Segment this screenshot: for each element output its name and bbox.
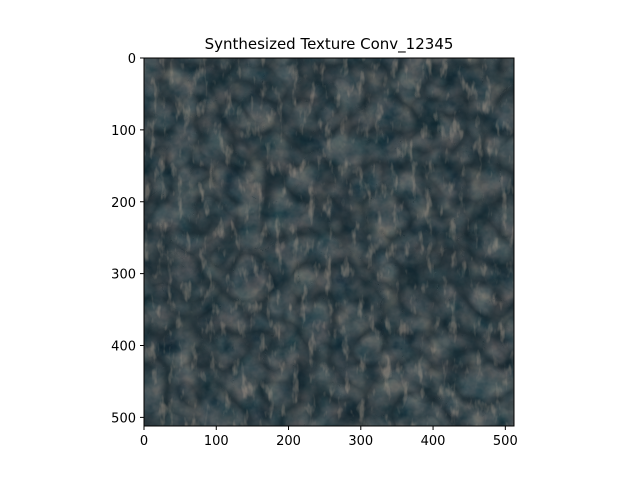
texture-image [144,58,514,426]
x-tick-label: 100 [204,434,229,449]
x-tick-label: 300 [348,434,373,449]
y-tick-label: 0 [128,52,136,67]
axes-frame [143,57,515,427]
y-tick-label: 300 [111,268,136,283]
y-tick-label: 200 [111,196,136,211]
x-tick-label: 500 [493,434,518,449]
y-tick-label: 400 [111,340,136,355]
x-tick-label: 400 [421,434,446,449]
y-axis: 0 100 200 300 400 500 [111,52,144,426]
x-axis: 0 100 200 300 400 500 [140,426,518,449]
y-tick-label: 500 [111,411,136,426]
x-tick-label: 200 [276,434,301,449]
x-tick-label: 0 [140,434,148,449]
chart-title: Synthesized Texture Conv_12345 [205,35,454,54]
y-tick-label: 100 [111,124,136,139]
